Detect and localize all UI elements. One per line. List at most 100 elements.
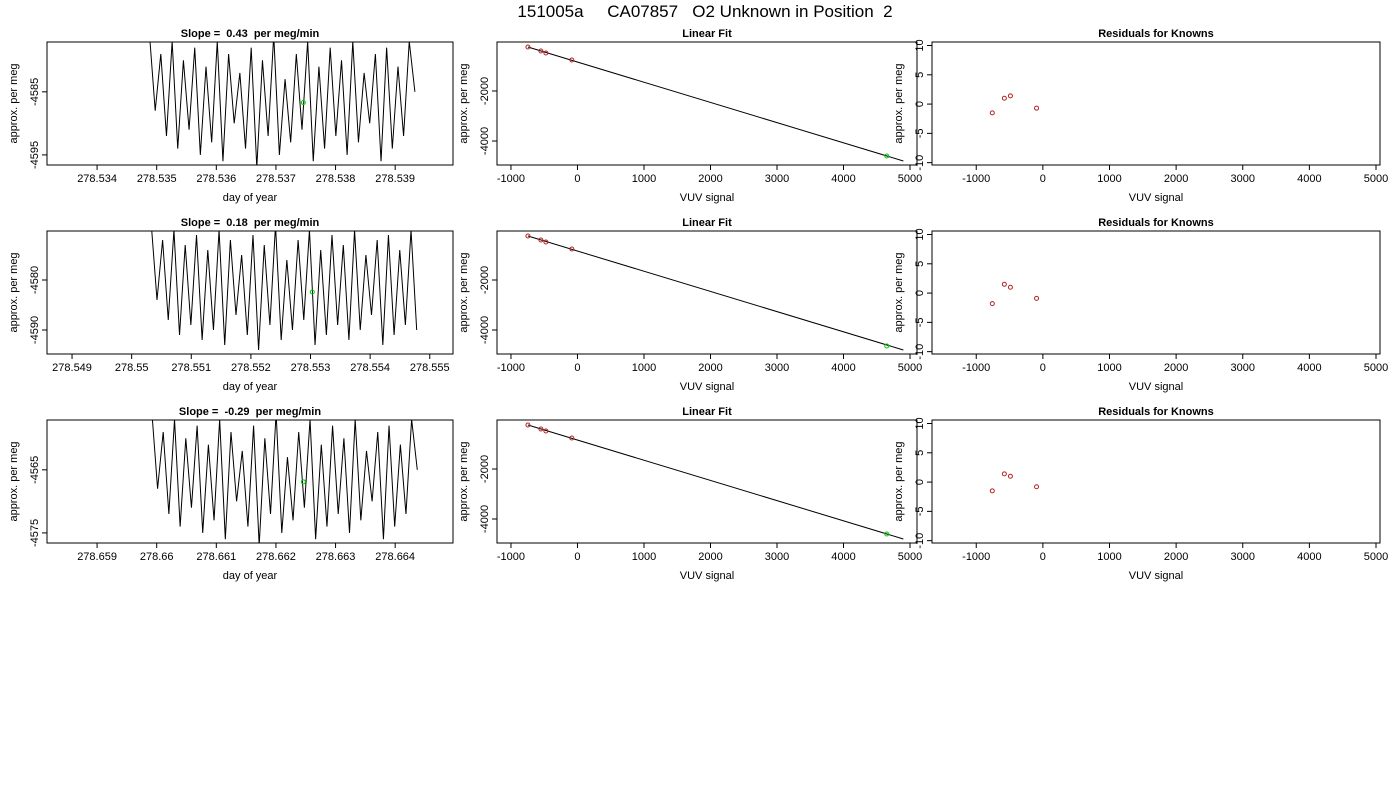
y-tick-label: -4585 <box>29 78 41 106</box>
panel: Slope = 0.43 per meg/min day of year appro… <box>8 28 454 204</box>
plot-frame <box>931 41 1381 166</box>
x-tick-label: 278.551 <box>171 362 211 374</box>
x-tick-label: 1000 <box>1097 551 1121 563</box>
x-tick-label: 4000 <box>1297 173 1321 185</box>
panel-title: Linear Fit <box>682 406 732 418</box>
x-axis-label: VUV signal <box>1129 570 1183 582</box>
x-tick-label: 278.55 <box>115 362 149 374</box>
panel: Linear Fit VUV signal approx. per meg -1000… <box>458 217 922 393</box>
data-point <box>884 343 890 349</box>
y-axis-label: approx. per meg <box>458 63 470 143</box>
data-point <box>884 531 890 537</box>
panel: Residuals for Knowns VUV signal approx. pe… <box>893 28 1388 204</box>
plot-area <box>989 281 1040 307</box>
x-tick-label: 278.553 <box>291 362 331 374</box>
data-point <box>309 289 315 295</box>
y-axis-label: approx. per meg <box>8 441 20 521</box>
x-tick-label: 0 <box>1040 362 1046 374</box>
x-tick-label: 3000 <box>765 551 789 563</box>
plot-frame <box>46 230 454 355</box>
panel: Slope = -0.29 per meg/min day of year appr… <box>8 406 454 582</box>
x-tick-label: 3000 <box>765 362 789 374</box>
y-tick-label: -4575 <box>29 519 41 547</box>
x-tick-label: 278.552 <box>231 362 271 374</box>
figure-title: 151005a CA07857 O2 Unknown in Position 2 <box>517 2 892 21</box>
y-axis-label: approx. per meg <box>8 63 20 143</box>
x-tick-label: -1000 <box>962 362 990 374</box>
x-tick-label: 4000 <box>831 362 855 374</box>
plot-area <box>525 44 904 162</box>
x-tick-label: 278.549 <box>52 362 92 374</box>
x-tick-label: 278.555 <box>410 362 450 374</box>
y-tick-label: -4000 <box>479 127 491 155</box>
data-point <box>300 100 306 106</box>
x-tick-label: 0 <box>574 362 580 374</box>
panel: Linear Fit VUV signal approx. per meg -1000… <box>458 28 922 204</box>
y-tick-label: -10 <box>914 533 926 549</box>
y-axis-label: approx. per meg <box>458 252 470 332</box>
data-point <box>525 422 531 428</box>
y-tick-label: 0 <box>914 290 926 296</box>
y-tick-label: -4000 <box>479 316 491 344</box>
data-point <box>989 301 995 307</box>
x-axis-label: day of year <box>223 381 278 393</box>
plot-area <box>149 42 416 165</box>
x-tick-label: 278.664 <box>375 551 415 563</box>
x-tick-label: 1000 <box>632 551 656 563</box>
y-tick-label: 0 <box>914 101 926 107</box>
y-tick-label: -5 <box>914 506 926 516</box>
x-tick-label: 3000 <box>1231 173 1255 185</box>
y-axis-label: approx. per meg <box>893 441 905 521</box>
y-tick-label: -2000 <box>479 266 491 294</box>
data-point <box>538 426 544 432</box>
x-tick-label: 2000 <box>698 362 722 374</box>
data-line <box>527 424 904 540</box>
x-tick-label: 1000 <box>632 362 656 374</box>
x-tick-label: 5000 <box>1364 551 1388 563</box>
plot-area <box>151 231 418 351</box>
plot-area <box>525 422 904 540</box>
plot-frame <box>496 230 918 355</box>
x-axis-label: day of year <box>223 570 278 582</box>
y-tick-label: 10 <box>914 417 926 429</box>
data-point <box>300 479 306 485</box>
x-tick-label: -1000 <box>962 551 990 563</box>
y-tick-label: -4000 <box>479 505 491 533</box>
data-point <box>1007 284 1013 290</box>
x-tick-label: 0 <box>574 173 580 185</box>
y-tick-label: 5 <box>914 72 926 78</box>
x-axis-label: VUV signal <box>1129 381 1183 393</box>
panel-title: Residuals for Knowns <box>1098 217 1214 229</box>
x-tick-label: -1000 <box>962 173 990 185</box>
y-tick-label: 5 <box>914 261 926 267</box>
data-line <box>151 420 418 543</box>
plot-frame <box>46 41 454 166</box>
data-point <box>884 153 890 159</box>
x-tick-label: -1000 <box>497 362 525 374</box>
panel-title: Slope = 0.43 per meg/min <box>181 28 320 40</box>
y-tick-label: -5 <box>914 128 926 138</box>
data-point <box>1007 93 1013 99</box>
y-tick-label: -4595 <box>29 141 41 169</box>
data-point <box>1034 105 1040 111</box>
plot-area <box>989 471 1040 494</box>
y-axis-label: approx. per meg <box>8 252 20 332</box>
y-tick-label: -4565 <box>29 456 41 484</box>
y-tick-label: 10 <box>914 39 926 51</box>
data-point <box>1001 471 1007 477</box>
x-tick-label: 278.536 <box>196 173 236 185</box>
data-point <box>1034 295 1040 301</box>
y-tick-label: 10 <box>914 228 926 240</box>
data-line <box>527 235 904 351</box>
x-tick-label: 4000 <box>1297 362 1321 374</box>
data-point <box>543 239 549 245</box>
plot-frame <box>931 419 1381 544</box>
data-line <box>527 46 904 162</box>
x-tick-label: 1000 <box>632 173 656 185</box>
x-tick-label: 278.554 <box>350 362 390 374</box>
x-tick-label: 2000 <box>698 173 722 185</box>
y-tick-label: -4580 <box>29 266 41 294</box>
y-tick-label: -4590 <box>29 316 41 344</box>
x-tick-label: 5000 <box>898 362 922 374</box>
x-tick-label: 2000 <box>698 551 722 563</box>
